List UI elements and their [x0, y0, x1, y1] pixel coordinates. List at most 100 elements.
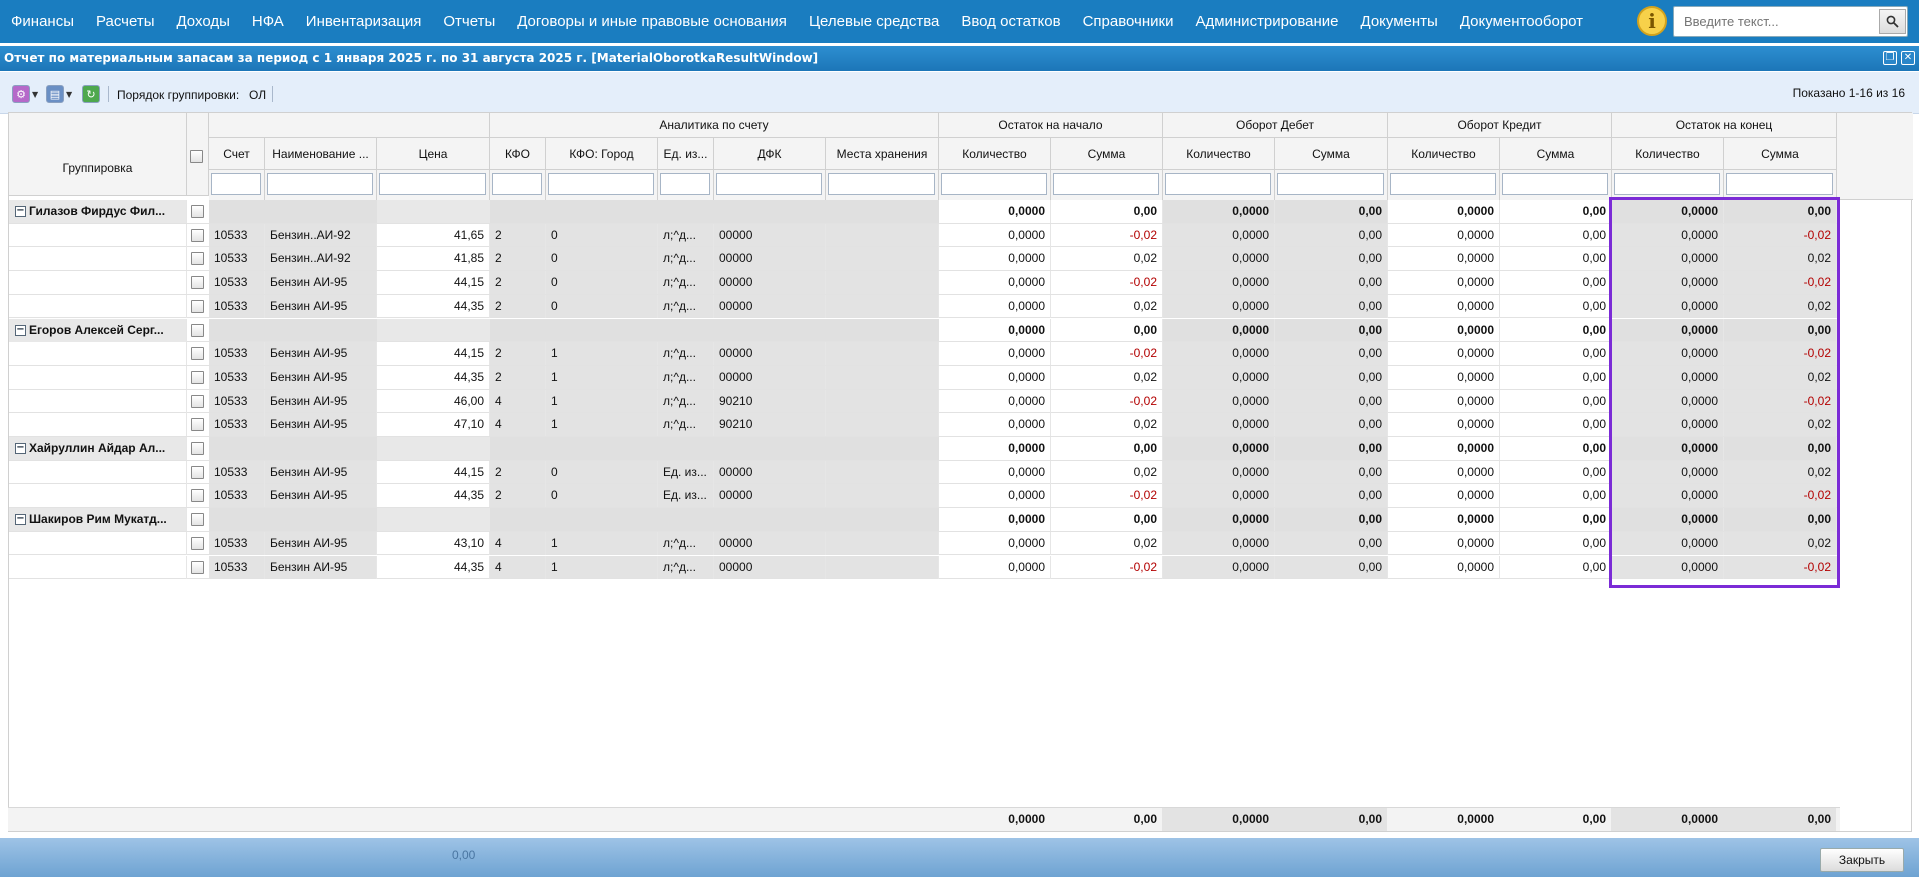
filter-input-end_qty[interactable] — [1614, 173, 1720, 195]
row-checkbox[interactable] — [191, 418, 204, 432]
collapse-icon[interactable]: − — [15, 513, 26, 526]
column-header-unit[interactable]: Ед. из... — [658, 138, 714, 170]
column-header-kfo[interactable]: КФО — [490, 138, 546, 170]
menu-item-0[interactable]: Финансы — [11, 13, 74, 30]
close-button[interactable]: Закрыть — [1820, 848, 1904, 872]
menu-item-3[interactable]: НФА — [251, 13, 284, 30]
column-header-price[interactable]: Цена — [377, 138, 490, 170]
column-header-grouping[interactable]: Группировка — [9, 113, 187, 196]
table-row[interactable]: 10533 Бензин АИ-95 44,35 2 0 Ед. из... 00000 0,… — [9, 484, 1837, 509]
filter-input-name[interactable] — [267, 173, 373, 195]
print-dropdown-button[interactable]: ▤ ▼ — [46, 84, 72, 104]
value-start_qty: 0,0000 — [939, 247, 1051, 271]
menu-item-4[interactable]: Инвентаризация — [305, 13, 422, 30]
row-checkbox[interactable] — [191, 323, 204, 337]
account-cell: 10533 — [209, 555, 265, 579]
filter-input-kfo_city[interactable] — [548, 173, 654, 195]
table-row[interactable]: 10533 Бензин АИ-95 43,10 4 1 л;^д... 00000 0,00… — [9, 531, 1837, 556]
group-row[interactable]: Шакиров Рим Мукатд... −0,0000 0,00 0,0000 0,… — [9, 508, 1837, 532]
table-row[interactable]: 10533 Бензин АИ-95 44,15 2 0 л;^д... 00000 0,00… — [9, 271, 1837, 295]
column-header-end_sum[interactable]: Сумма — [1724, 138, 1837, 170]
table-row[interactable]: 10533 Бензин..АИ-92 41,65 2 0 л;^д... 00000 0,0… — [9, 223, 1837, 248]
collapse-icon[interactable]: − — [15, 442, 26, 454]
search-button[interactable] — [1879, 9, 1906, 34]
column-header-debit_qty[interactable]: Количество — [1163, 138, 1275, 170]
column-header-account[interactable]: Счет — [209, 138, 265, 170]
collapse-icon[interactable]: − — [15, 323, 26, 336]
filter-input-debit_qty[interactable] — [1165, 173, 1271, 195]
row-checkbox[interactable] — [191, 442, 204, 455]
row-checkbox[interactable] — [191, 370, 204, 384]
column-header-select — [187, 113, 209, 196]
value-start_sum: 0,00 — [1051, 200, 1163, 223]
table-row[interactable]: 10533 Бензин АИ-95 44,35 4 1 л;^д... 00000 0,00… — [9, 555, 1837, 580]
column-header-end_qty[interactable]: Количество — [1612, 138, 1724, 170]
close-window-icon[interactable]: ✕ — [1901, 51, 1915, 65]
row-checkbox[interactable] — [191, 228, 204, 242]
filter-input-credit_qty[interactable] — [1390, 173, 1496, 195]
row-checkbox[interactable] — [191, 560, 204, 574]
group-row[interactable]: Егоров Алексей Серг... −0,0000 0,00 0,0000 0… — [9, 318, 1837, 343]
column-header-storage[interactable]: Места хранения — [826, 138, 939, 170]
menu-item-8[interactable]: Ввод остатков — [961, 13, 1061, 30]
filter-input-start_sum[interactable] — [1053, 173, 1159, 195]
row-checkbox[interactable] — [191, 276, 204, 290]
menu-item-7[interactable]: Целевые средства — [808, 13, 940, 30]
search-input[interactable] — [1674, 7, 1869, 36]
row-checkbox[interactable] — [191, 394, 204, 408]
filter-input-end_sum[interactable] — [1726, 173, 1833, 195]
table-row[interactable]: 10533 Бензин АИ-95 44,35 2 0 л;^д... 00000 0,00… — [9, 294, 1837, 319]
value-credit_qty: 0,0000 — [1388, 460, 1500, 484]
group-row[interactable]: Гилазов Фирдус Фил... −0,0000 0,00 0,0000 0,… — [9, 200, 1837, 224]
table-row[interactable]: 10533 Бензин АИ-95 47,10 4 1 л;^д... 90210 0,00… — [9, 413, 1837, 437]
row-checkbox[interactable] — [191, 465, 204, 479]
row-checkbox[interactable] — [191, 489, 204, 503]
row-checkbox[interactable] — [191, 299, 204, 313]
column-header-start_qty[interactable]: Количество — [939, 138, 1051, 170]
filter-input-storage[interactable] — [828, 173, 935, 195]
table-row[interactable]: 10533 Бензин АИ-95 44,15 2 0 Ед. из... 00000 0,… — [9, 460, 1837, 485]
filter-input-kfo[interactable] — [492, 173, 542, 195]
filter-input-credit_sum[interactable] — [1502, 173, 1608, 195]
select-all-checkbox[interactable] — [190, 150, 203, 163]
restore-window-icon[interactable]: ❐ — [1883, 51, 1897, 65]
column-header-kfo_city[interactable]: КФО: Город — [546, 138, 658, 170]
filter-input-unit[interactable] — [660, 173, 710, 195]
row-checkbox[interactable] — [191, 536, 204, 550]
row-checkbox[interactable] — [191, 205, 204, 218]
column-header-credit_qty[interactable]: Количество — [1388, 138, 1500, 170]
row-checkbox[interactable] — [191, 513, 204, 527]
group-row[interactable]: Хайруллин Айдар Ал... −0,0000 0,00 0,0000 0,… — [9, 437, 1837, 461]
column-header-debit_sum[interactable]: Сумма — [1275, 138, 1388, 170]
table-row[interactable]: 10533 Бензин АИ-95 44,35 2 1 л;^д... 00000 0,00… — [9, 365, 1837, 390]
column-header-dfk[interactable]: ДФК — [714, 138, 826, 170]
menu-item-1[interactable]: Расчеты — [95, 13, 155, 30]
column-header-start_sum[interactable]: Сумма — [1051, 138, 1163, 170]
cell-bg — [546, 342, 658, 365]
filter-input-debit_sum[interactable] — [1277, 173, 1384, 195]
menu-item-12[interactable]: Документооборот — [1459, 13, 1584, 30]
row-checkbox[interactable] — [191, 347, 204, 361]
settings-dropdown-button[interactable]: ⚙ ▼ — [12, 84, 38, 104]
row-checkbox[interactable] — [191, 252, 204, 266]
column-header-credit_sum[interactable]: Сумма — [1500, 138, 1612, 170]
menu-item-9[interactable]: Справочники — [1082, 13, 1174, 30]
table-row[interactable]: 10533 Бензин АИ-95 46,00 4 1 л;^д... 90210 0,00… — [9, 389, 1837, 414]
cell-bg — [1724, 365, 1837, 389]
filter-input-start_qty[interactable] — [941, 173, 1047, 195]
info-icon[interactable]: i — [1637, 6, 1667, 36]
column-header-name[interactable]: Наименование ... — [265, 138, 377, 170]
filter-input-dfk[interactable] — [716, 173, 822, 195]
group-order-value[interactable]: ОЛ — [249, 88, 267, 102]
filter-input-price[interactable] — [379, 173, 486, 195]
table-row[interactable]: 10533 Бензин..АИ-92 41,85 2 0 л;^д... 00000 0,0… — [9, 247, 1837, 272]
menu-item-5[interactable]: Отчеты — [443, 13, 496, 30]
menu-item-11[interactable]: Документы — [1360, 13, 1438, 30]
refresh-button[interactable]: ↻ — [82, 84, 100, 104]
table-row[interactable]: 10533 Бензин АИ-95 44,15 2 1 л;^д... 00000 0,00… — [9, 342, 1837, 366]
menu-item-10[interactable]: Администрирование — [1195, 13, 1339, 30]
filter-input-account[interactable] — [211, 173, 261, 195]
menu-item-2[interactable]: Доходы — [176, 13, 230, 30]
menu-item-6[interactable]: Договоры и иные правовые основания — [517, 13, 787, 30]
collapse-icon[interactable]: − — [15, 205, 26, 217]
